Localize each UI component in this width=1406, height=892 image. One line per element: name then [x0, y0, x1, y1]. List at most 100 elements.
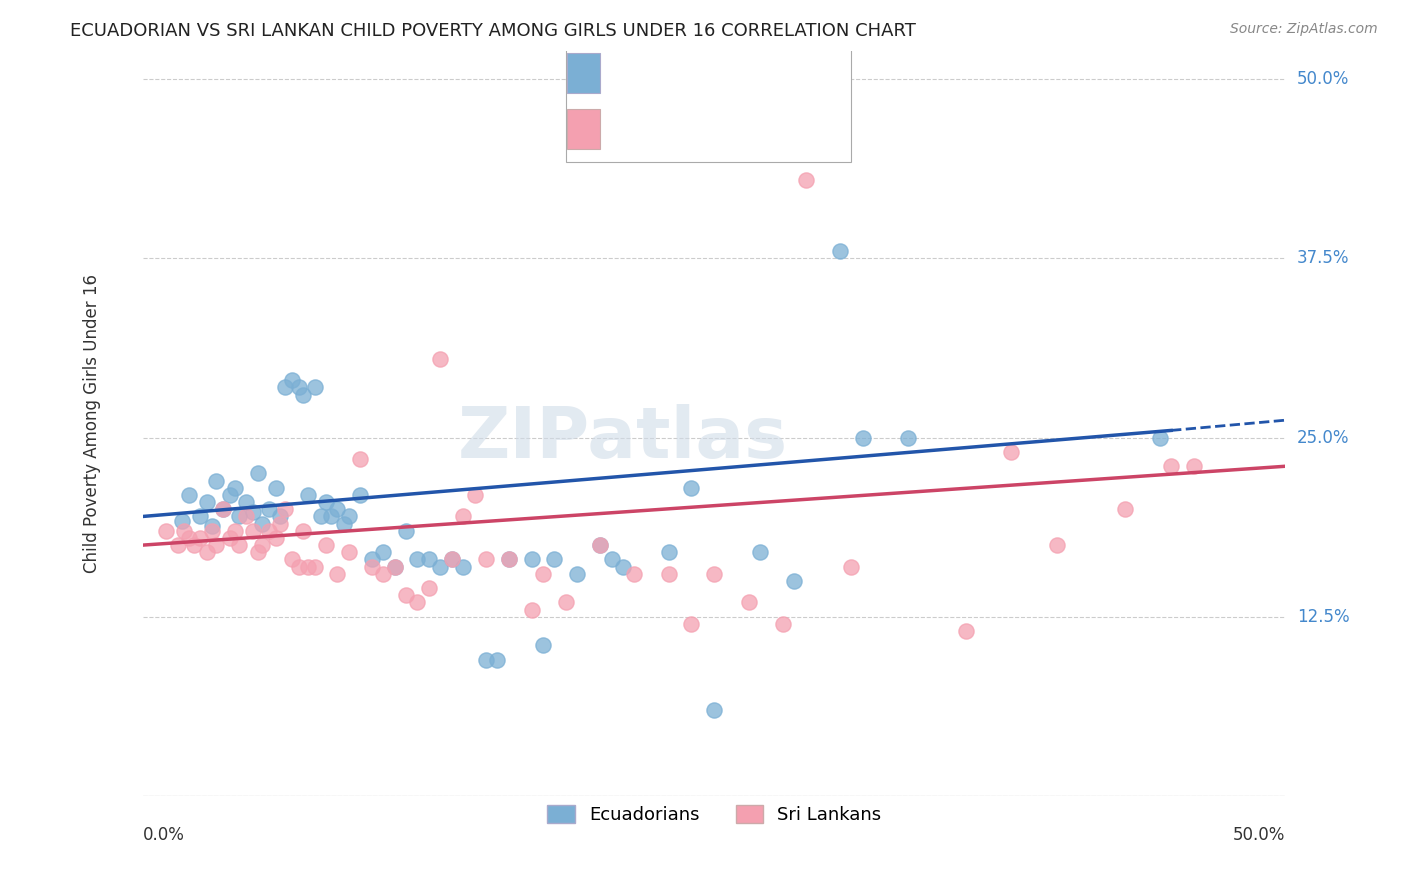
Ecuadorians — [440, 552, 463, 566]
Sri Lankans — [429, 351, 451, 366]
Sri Lankans — [195, 545, 218, 559]
Sri Lankans — [498, 552, 520, 566]
Text: 37.5%: 37.5% — [1296, 250, 1350, 268]
Ecuadorians — [658, 545, 681, 559]
Ecuadorians — [475, 653, 498, 667]
Text: N = 60: N = 60 — [720, 125, 787, 144]
Sri Lankans — [589, 538, 612, 552]
Sri Lankans — [183, 538, 205, 552]
Sri Lankans — [406, 595, 429, 609]
Text: N = 58: N = 58 — [720, 73, 787, 91]
Text: 50.0%: 50.0% — [1233, 826, 1285, 844]
Sri Lankans — [264, 531, 287, 545]
Sri Lankans — [772, 616, 794, 631]
Sri Lankans — [395, 588, 418, 602]
Ecuadorians — [852, 431, 875, 445]
Sri Lankans — [173, 524, 195, 538]
Legend: Ecuadorians, Sri Lankans: Ecuadorians, Sri Lankans — [540, 797, 889, 831]
Ecuadorians — [311, 509, 333, 524]
Ecuadorians — [612, 559, 634, 574]
Ecuadorians — [304, 380, 326, 394]
Sri Lankans — [681, 616, 703, 631]
Ecuadorians — [228, 509, 250, 524]
Ecuadorians — [224, 481, 246, 495]
Ecuadorians — [418, 552, 440, 566]
Sri Lankans — [190, 531, 212, 545]
FancyBboxPatch shape — [567, 109, 600, 149]
Sri Lankans — [274, 502, 297, 516]
Ecuadorians — [828, 244, 851, 259]
Ecuadorians — [567, 566, 589, 581]
Sri Lankans — [1046, 538, 1069, 552]
Ecuadorians — [600, 552, 623, 566]
Text: Child Poverty Among Girls Under 16: Child Poverty Among Girls Under 16 — [83, 274, 101, 573]
Sri Lankans — [246, 545, 269, 559]
Text: R =  0.161: R = 0.161 — [583, 73, 679, 91]
Sri Lankans — [1182, 459, 1205, 474]
Ecuadorians — [292, 387, 315, 401]
Ecuadorians — [406, 552, 429, 566]
Ecuadorians — [703, 703, 725, 717]
Sri Lankans — [373, 566, 395, 581]
Sri Lankans — [326, 566, 349, 581]
Ecuadorians — [486, 653, 509, 667]
Ecuadorians — [212, 502, 235, 516]
Sri Lankans — [257, 524, 280, 538]
Ecuadorians — [373, 545, 395, 559]
Ecuadorians — [287, 380, 309, 394]
Ecuadorians — [281, 373, 304, 387]
Sri Lankans — [235, 509, 257, 524]
Sri Lankans — [475, 552, 498, 566]
Ecuadorians — [429, 559, 451, 574]
Ecuadorians — [337, 509, 360, 524]
Ecuadorians — [319, 509, 342, 524]
Sri Lankans — [554, 595, 576, 609]
Sri Lankans — [201, 524, 224, 538]
Sri Lankans — [228, 538, 250, 552]
Sri Lankans — [1000, 445, 1022, 459]
Ecuadorians — [520, 552, 543, 566]
Text: 12.5%: 12.5% — [1296, 607, 1350, 625]
Sri Lankans — [384, 559, 406, 574]
Sri Lankans — [287, 559, 309, 574]
Text: 50.0%: 50.0% — [1296, 70, 1350, 88]
Sri Lankans — [703, 566, 725, 581]
Ecuadorians — [219, 488, 242, 502]
Ecuadorians — [451, 559, 474, 574]
Text: ZIPatlas: ZIPatlas — [458, 404, 787, 473]
Ecuadorians — [235, 495, 257, 509]
Sri Lankans — [166, 538, 188, 552]
Sri Lankans — [360, 559, 382, 574]
Sri Lankans — [315, 538, 337, 552]
Ecuadorians — [172, 514, 194, 528]
Sri Lankans — [304, 559, 326, 574]
Sri Lankans — [205, 538, 228, 552]
Ecuadorians — [531, 639, 554, 653]
Sri Lankans — [269, 516, 291, 531]
Ecuadorians — [681, 481, 703, 495]
Ecuadorians — [205, 474, 228, 488]
Ecuadorians — [264, 481, 287, 495]
Sri Lankans — [281, 552, 304, 566]
Ecuadorians — [543, 552, 565, 566]
Sri Lankans — [337, 545, 360, 559]
Ecuadorians — [360, 552, 382, 566]
Ecuadorians — [783, 574, 806, 588]
Sri Lankans — [623, 566, 645, 581]
Ecuadorians — [333, 516, 356, 531]
Sri Lankans — [292, 524, 315, 538]
Sri Lankans — [418, 581, 440, 595]
Ecuadorians — [349, 488, 371, 502]
Sri Lankans — [242, 524, 264, 538]
Ecuadorians — [297, 488, 319, 502]
Ecuadorians — [315, 495, 337, 509]
Ecuadorians — [384, 559, 406, 574]
Sri Lankans — [1160, 459, 1182, 474]
Sri Lankans — [349, 452, 371, 467]
Ecuadorians — [246, 467, 269, 481]
Text: 25.0%: 25.0% — [1296, 428, 1350, 447]
Ecuadorians — [274, 380, 297, 394]
Sri Lankans — [955, 624, 977, 638]
Ecuadorians — [190, 509, 212, 524]
Sri Lankans — [658, 566, 681, 581]
